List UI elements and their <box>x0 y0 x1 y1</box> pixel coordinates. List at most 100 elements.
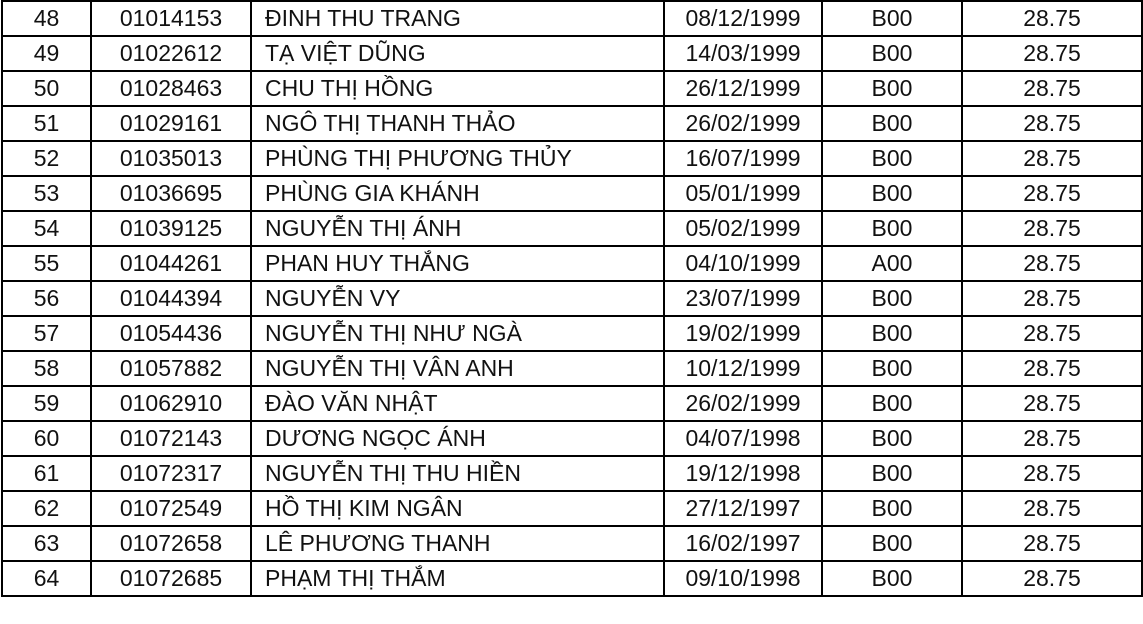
candidate-name-cell: PHÙNG GIA KHÁNH <box>250 175 665 212</box>
score-cell: 28.75 <box>961 210 1143 247</box>
score-cell: 28.75 <box>961 525 1143 562</box>
exam-block-cell: B00 <box>821 70 963 107</box>
candidate-name-cell: NGUYỄN VY <box>250 280 665 317</box>
candidate-id-cell: 01062910 <box>90 385 252 422</box>
table-row: 53 01036695 PHÙNG GIA KHÁNH 05/01/1999 B00 28… <box>1 175 1143 212</box>
row-number-cell: 58 <box>1 350 92 387</box>
date-of-birth-cell: 04/10/1999 <box>663 245 823 282</box>
date-of-birth-cell: 16/02/1997 <box>663 525 823 562</box>
candidate-id-cell: 01022612 <box>90 35 252 72</box>
candidate-name-cell: NGUYỄN THỊ ÁNH <box>250 210 665 247</box>
candidate-name-cell: NGÔ THỊ THANH THẢO <box>250 105 665 142</box>
table-row: 57 01054436 NGUYỄN THỊ NHƯ NGÀ 19/02/1999 B0… <box>1 315 1143 352</box>
exam-block-cell: B00 <box>821 525 963 562</box>
candidate-name-cell: DƯƠNG NGỌC ÁNH <box>250 420 665 457</box>
table-row: 59 01062910 ĐÀO VĂN NHẬT 26/02/1999 B00 28.75 <box>1 385 1143 422</box>
score-cell: 28.75 <box>961 70 1143 107</box>
candidate-name-cell: PHAN HUY THẮNG <box>250 245 665 282</box>
row-number-cell: 50 <box>1 70 92 107</box>
candidate-id-cell: 01072549 <box>90 490 252 527</box>
candidate-id-cell: 01035013 <box>90 140 252 177</box>
row-number-cell: 55 <box>1 245 92 282</box>
date-of-birth-cell: 09/10/1998 <box>663 560 823 597</box>
row-number-cell: 52 <box>1 140 92 177</box>
candidate-id-cell: 01028463 <box>90 70 252 107</box>
exam-block-cell: B00 <box>821 35 963 72</box>
date-of-birth-cell: 26/12/1999 <box>663 70 823 107</box>
candidate-id-cell: 01072685 <box>90 560 252 597</box>
candidate-name-cell: HỒ THỊ KIM NGÂN <box>250 490 665 527</box>
exam-block-cell: B00 <box>821 490 963 527</box>
row-number-cell: 51 <box>1 105 92 142</box>
table-row: 54 01039125 NGUYỄN THỊ ÁNH 05/02/1999 B00 28.… <box>1 210 1143 247</box>
candidate-id-cell: 01014153 <box>90 0 252 37</box>
results-table: 48 01014153 ĐINH THU TRANG 08/12/1999 B00 28.… <box>1 0 1143 597</box>
row-number-cell: 53 <box>1 175 92 212</box>
table-row: 63 01072658 LÊ PHƯƠNG THANH 16/02/1997 B00 28… <box>1 525 1143 562</box>
exam-block-cell: B00 <box>821 385 963 422</box>
table-row: 61 01072317 NGUYỄN THỊ THU HIỀN 19/12/1998 B… <box>1 455 1143 492</box>
date-of-birth-cell: 23/07/1999 <box>663 280 823 317</box>
score-cell: 28.75 <box>961 140 1143 177</box>
candidate-id-cell: 01044261 <box>90 245 252 282</box>
candidate-id-cell: 01072143 <box>90 420 252 457</box>
table-row: 50 01028463 CHU THỊ HỒNG 26/12/1999 B00 28.75 <box>1 70 1143 107</box>
table-row: 52 01035013 PHÙNG THỊ PHƯƠNG THỦY 16/07/199… <box>1 140 1143 177</box>
date-of-birth-cell: 04/07/1998 <box>663 420 823 457</box>
candidate-name-cell: PHẠM THỊ THẮM <box>250 560 665 597</box>
score-cell: 28.75 <box>961 105 1143 142</box>
table-row: 60 01072143 DƯƠNG NGỌC ÁNH 04/07/1998 B00 28.… <box>1 420 1143 457</box>
exam-block-cell: A00 <box>821 245 963 282</box>
candidate-name-cell: NGUYỄN THỊ THU HIỀN <box>250 455 665 492</box>
date-of-birth-cell: 05/02/1999 <box>663 210 823 247</box>
score-cell: 28.75 <box>961 385 1143 422</box>
score-cell: 28.75 <box>961 455 1143 492</box>
candidate-name-cell: LÊ PHƯƠNG THANH <box>250 525 665 562</box>
date-of-birth-cell: 19/12/1998 <box>663 455 823 492</box>
date-of-birth-cell: 16/07/1999 <box>663 140 823 177</box>
candidate-id-cell: 01057882 <box>90 350 252 387</box>
score-cell: 28.75 <box>961 175 1143 212</box>
candidate-name-cell: NGUYỄN THỊ VÂN ANH <box>250 350 665 387</box>
candidate-name-cell: ĐÀO VĂN NHẬT <box>250 385 665 422</box>
table-row: 58 01057882 NGUYỄN THỊ VÂN ANH 10/12/1999 B0… <box>1 350 1143 387</box>
exam-block-cell: B00 <box>821 0 963 37</box>
table-row: 56 01044394 NGUYỄN VY 23/07/1999 B00 28.75 <box>1 280 1143 317</box>
exam-block-cell: B00 <box>821 140 963 177</box>
table-row: 49 01022612 TẠ VIỆT DŨNG 14/03/1999 B00 28.75 <box>1 35 1143 72</box>
exam-block-cell: B00 <box>821 280 963 317</box>
row-number-cell: 64 <box>1 560 92 597</box>
score-cell: 28.75 <box>961 420 1143 457</box>
date-of-birth-cell: 10/12/1999 <box>663 350 823 387</box>
exam-block-cell: B00 <box>821 105 963 142</box>
score-cell: 28.75 <box>961 350 1143 387</box>
candidate-name-cell: NGUYỄN THỊ NHƯ NGÀ <box>250 315 665 352</box>
candidate-id-cell: 01044394 <box>90 280 252 317</box>
score-cell: 28.75 <box>961 0 1143 37</box>
score-cell: 28.75 <box>961 35 1143 72</box>
row-number-cell: 54 <box>1 210 92 247</box>
candidate-id-cell: 01054436 <box>90 315 252 352</box>
row-number-cell: 62 <box>1 490 92 527</box>
candidate-id-cell: 01036695 <box>90 175 252 212</box>
row-number-cell: 63 <box>1 525 92 562</box>
exam-block-cell: B00 <box>821 420 963 457</box>
exam-block-cell: B00 <box>821 175 963 212</box>
score-cell: 28.75 <box>961 315 1143 352</box>
date-of-birth-cell: 08/12/1999 <box>663 0 823 37</box>
candidate-id-cell: 01072658 <box>90 525 252 562</box>
table-row: 51 01029161 NGÔ THỊ THANH THẢO 26/02/1999 B0… <box>1 105 1143 142</box>
exam-block-cell: B00 <box>821 560 963 597</box>
score-cell: 28.75 <box>961 560 1143 597</box>
table-row: 64 01072685 PHẠM THỊ THẮM 09/10/1998 B00 28.7… <box>1 560 1143 597</box>
table-row: 55 01044261 PHAN HUY THẮNG 04/10/1999 A00 28.… <box>1 245 1143 282</box>
score-cell: 28.75 <box>961 490 1143 527</box>
table-row: 48 01014153 ĐINH THU TRANG 08/12/1999 B00 28.… <box>1 0 1143 37</box>
date-of-birth-cell: 19/02/1999 <box>663 315 823 352</box>
candidate-name-cell: TẠ VIỆT DŨNG <box>250 35 665 72</box>
table-row: 62 01072549 HỒ THỊ KIM NGÂN 27/12/1997 B00 28… <box>1 490 1143 527</box>
score-cell: 28.75 <box>961 280 1143 317</box>
date-of-birth-cell: 26/02/1999 <box>663 105 823 142</box>
date-of-birth-cell: 05/01/1999 <box>663 175 823 212</box>
exam-block-cell: B00 <box>821 350 963 387</box>
